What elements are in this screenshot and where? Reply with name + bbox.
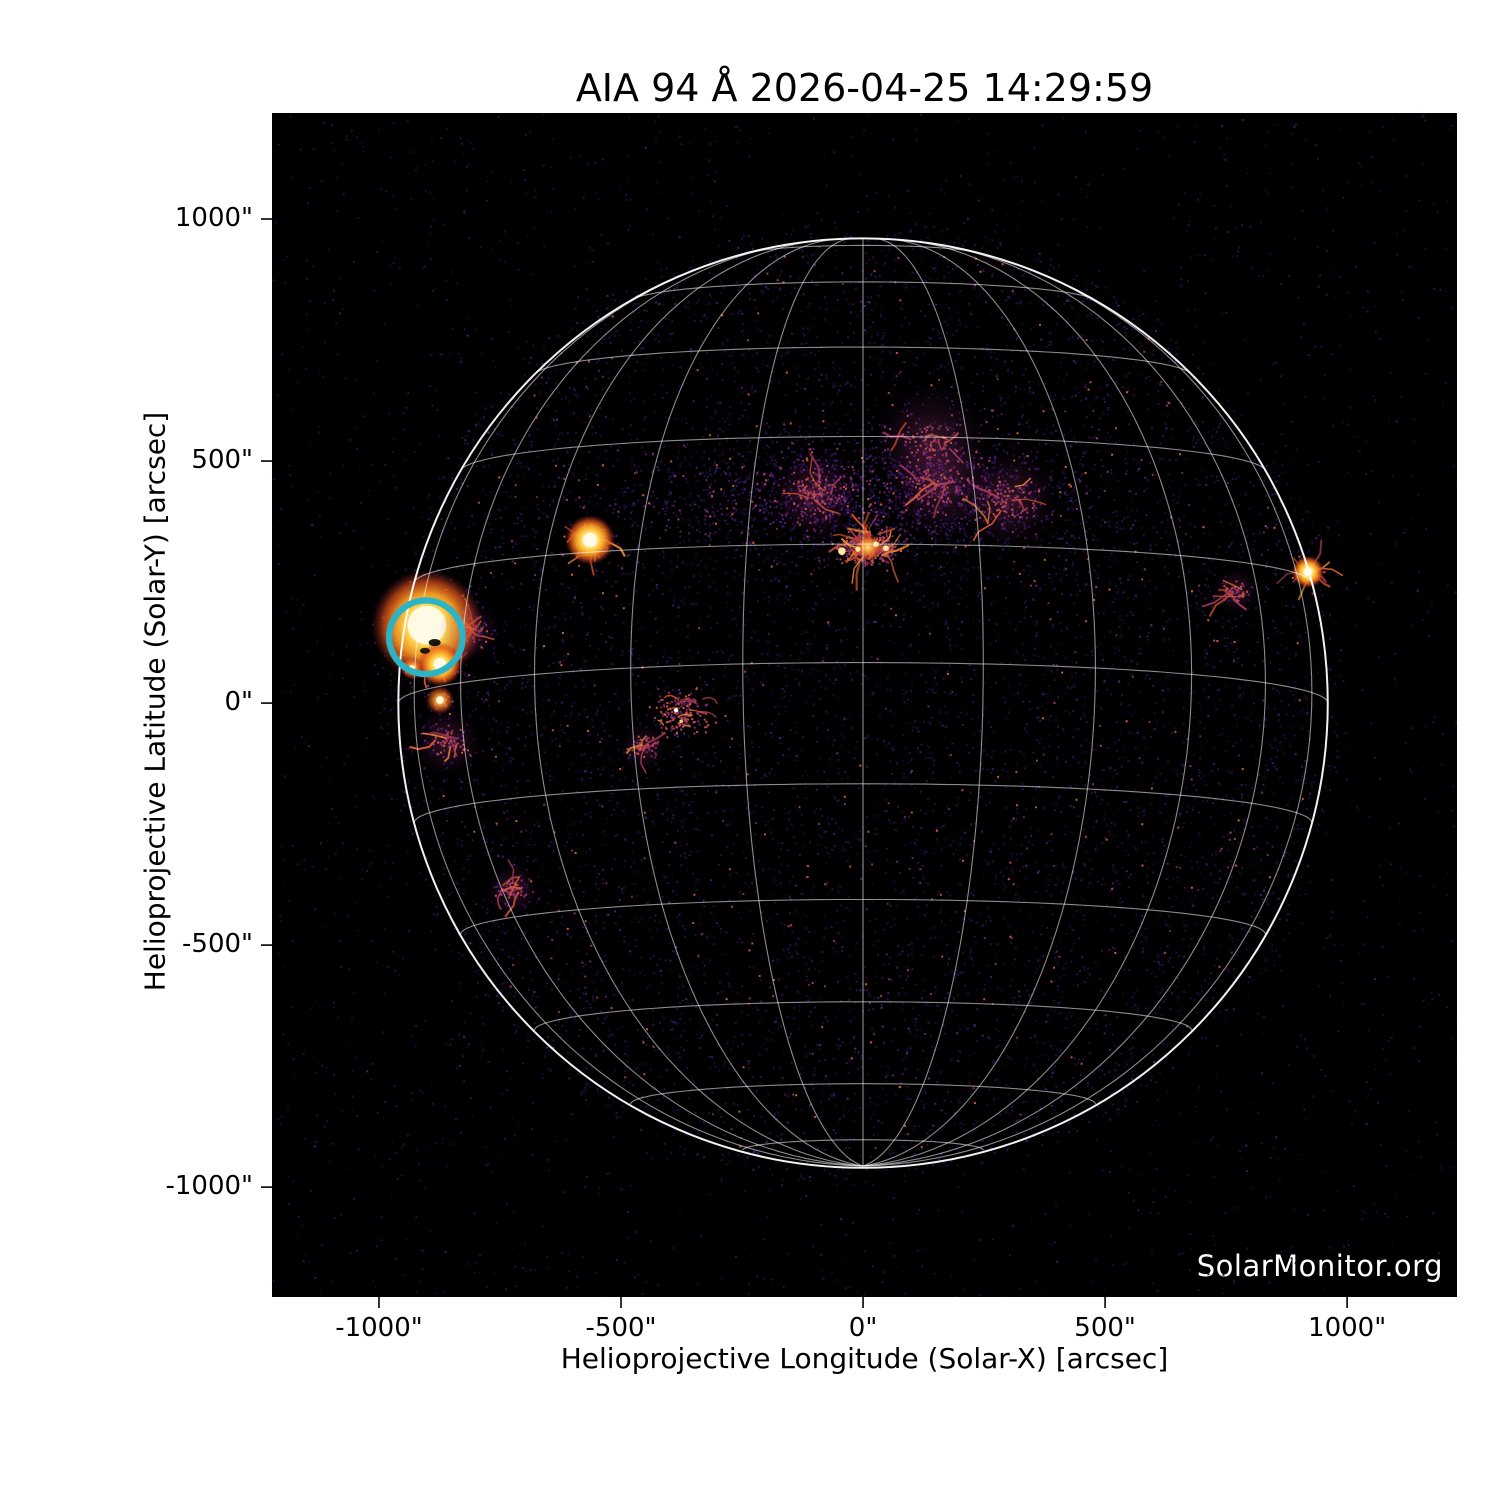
y-tick-label: 500": [191, 445, 253, 476]
x-tick-label: 500": [1074, 1313, 1136, 1343]
noise-speckles: [402, 299, 1316, 1141]
x-tick-label: -1000": [335, 1313, 423, 1343]
noise-speckles: [311, 125, 1419, 1221]
active-region-blobs: [371, 383, 1325, 918]
solar-limb: [397, 237, 1329, 1169]
y-tick-label: 1000": [174, 203, 253, 233]
noise-speckles: [402, 257, 1326, 1148]
x-tick-label: 0": [848, 1313, 878, 1343]
solar-image-plot-area: SolarMonitor.org: [272, 113, 1457, 1297]
noise-speckles: [280, 113, 1449, 1297]
y-tick-label: -500": [182, 929, 253, 960]
y-tick-label: 0": [224, 687, 253, 718]
noise-speckles: [319, 158, 1330, 1261]
y-tick-label: -1000": [165, 1171, 253, 1202]
solar-disk-layer: [272, 113, 1457, 1297]
noise-speckles: [307, 119, 1398, 1279]
noise-speckles: [392, 255, 1318, 1148]
flagged-region-circle: [385, 597, 466, 678]
watermark: SolarMonitor.org: [1196, 1249, 1443, 1283]
x-tick-label: -500": [585, 1313, 657, 1343]
noise-speckles: [400, 283, 1316, 1147]
heliographic-grid: [398, 238, 1328, 1167]
plot-title: AIA 94 Å 2026-04-25 14:29:59: [575, 66, 1154, 110]
x-tick-label: 1000": [1308, 1313, 1387, 1343]
axis-ticks: [261, 218, 1348, 1308]
x-axis-label: Helioprojective Longitude (Solar-X) [arc…: [560, 1342, 1169, 1375]
noise-speckles: [382, 257, 1319, 1150]
